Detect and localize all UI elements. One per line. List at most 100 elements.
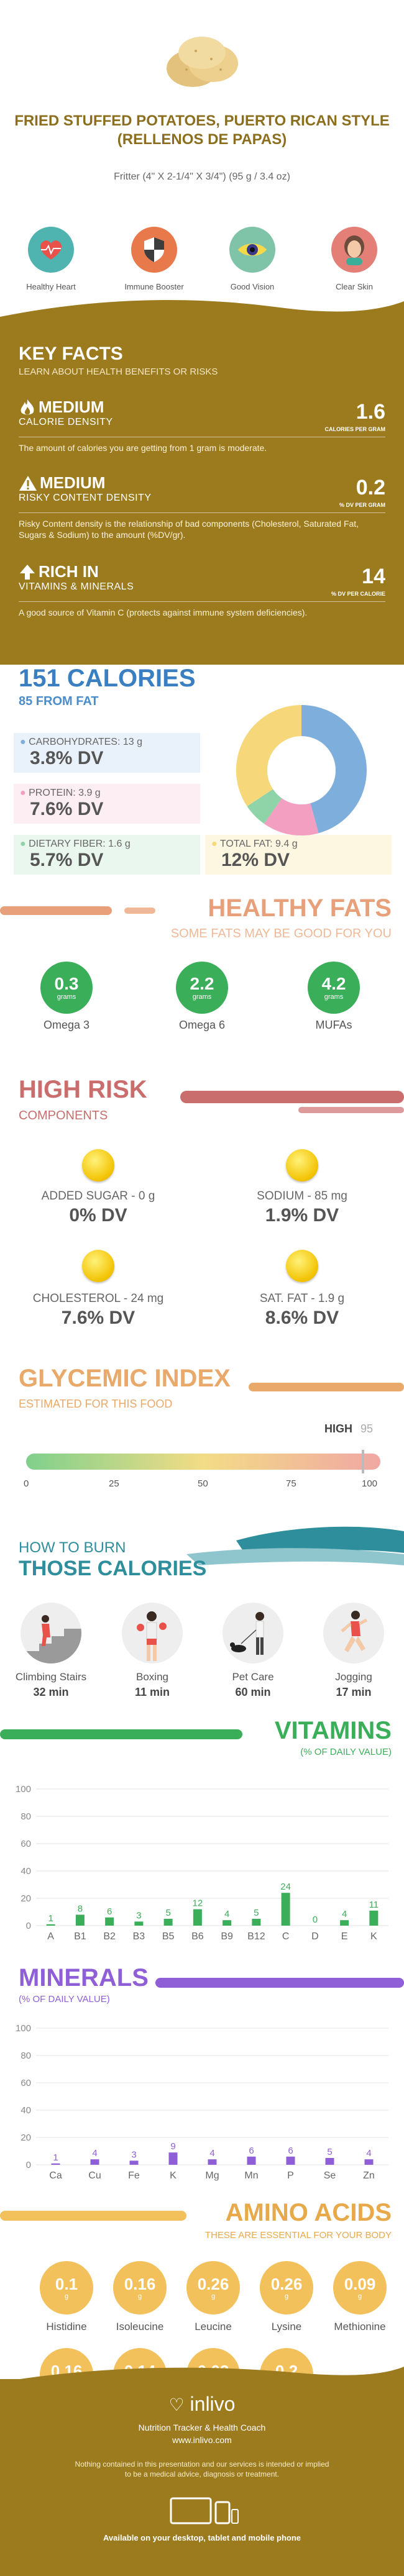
key-fact-unit: % DV PER GRAM: [339, 502, 385, 508]
omega6-value: 2.2: [190, 974, 214, 993]
benefit-label: Good Vision: [230, 282, 275, 291]
key-facts-panel: [0, 317, 404, 665]
footer-url[interactable]: www.inlivo.com: [172, 2435, 232, 2445]
mufa-value: 4.2: [321, 974, 346, 993]
jogging-icon: [323, 1603, 384, 1663]
footer-available: Available on your desktop, tablet and mo…: [103, 2533, 301, 2542]
flame-icon: [21, 399, 34, 414]
potato-image: [167, 37, 238, 87]
bar-Fe: [129, 2160, 139, 2165]
carbs-label: CARBOHYDRATES: 13 g: [29, 737, 142, 747]
bar-value-label: 4: [209, 2148, 214, 2159]
key-facts-subtitle: LEARN ABOUT HEALTH BENEFITS OR RISKS: [19, 366, 218, 377]
amino-value: 0.26: [197, 2275, 229, 2293]
x-category-label: B2: [103, 1931, 116, 1942]
bar-value-label: 4: [224, 1909, 229, 1919]
key-fact-name: RISKY CONTENT DENSITY: [19, 493, 152, 503]
healthy-fats-subtitle: SOME FATS MAY BE GOOD FOR YOU: [170, 927, 392, 940]
bar-C: [281, 1893, 290, 1926]
amino-subtitle: THESE ARE ESSENTIAL FOR YOUR BODY: [204, 2230, 392, 2241]
bar-Se: [325, 2158, 334, 2165]
fat-label: TOTAL FAT: 9.4 g: [219, 839, 298, 849]
bar-Ca: [51, 2163, 60, 2165]
y-tick-label: 40: [21, 2105, 31, 2116]
glycemic-tick: 50: [198, 1478, 208, 1489]
added-sugar-label: ADDED SUGAR - 0 g: [41, 1190, 155, 1203]
bar-A: [46, 1924, 55, 1926]
glycemic-marker: [361, 1450, 364, 1473]
y-tick-label: 60: [21, 1839, 31, 1849]
footer-brand[interactable]: ♡ inlivo: [0, 2393, 404, 2416]
carbs-dv: 3.8% DV: [30, 748, 104, 768]
sat-fat-dv: 8.6% DV: [265, 1308, 339, 1328]
bar-B9: [223, 1920, 232, 1926]
amino-label: Leucine: [195, 2321, 232, 2333]
x-category-label: B3: [133, 1931, 145, 1942]
bar-value-label: 11: [369, 1900, 379, 1910]
fat-dv: 12% DV: [221, 850, 290, 870]
bar-P: [286, 2156, 295, 2165]
bar-K: [369, 1910, 379, 1926]
y-tick-label: 0: [26, 2160, 31, 2170]
y-tick-label: 40: [21, 1866, 31, 1877]
shield-icon: [131, 227, 177, 273]
bullet-icon: ●: [20, 788, 29, 798]
activity-label: Pet Care: [232, 1671, 274, 1683]
bullet-icon: ●: [20, 839, 29, 849]
eye-icon: [229, 227, 275, 273]
glycemic-ticks: 0 25 50 75 100: [24, 1478, 380, 1491]
benefit-label: Clear Skin: [336, 282, 373, 291]
glycemic-subtitle: ESTIMATED FOR THIS FOOD: [19, 1398, 173, 1410]
activity-label: Boxing: [136, 1671, 168, 1683]
benefit-good-vision: Good Vision: [215, 227, 290, 292]
amino-unit: g: [64, 2293, 69, 2300]
y-tick-label: 20: [21, 1893, 31, 1904]
amino-title: AMINO ACIDS: [225, 2199, 392, 2226]
key-fact-value: 0.2: [356, 476, 385, 499]
mufa-bubble: 4.2 grams: [308, 962, 360, 1014]
minerals-stripe: [155, 1978, 404, 1988]
bar-value-label: 1: [48, 1913, 53, 1924]
amino-value: 0.09: [344, 2275, 376, 2293]
bullet-icon: ●: [211, 839, 220, 849]
footer-tagline: Nutrition Tracker & Health Coach: [138, 2423, 266, 2433]
sodium-dv: 1.9% DV: [265, 1205, 339, 1226]
high-risk-stripe: [180, 1091, 404, 1113]
benefit-clear-skin: Clear Skin: [317, 227, 392, 292]
y-tick-label: 0: [26, 1921, 31, 1931]
activity-value: 17 min: [336, 1686, 372, 1698]
high-risk-title: HIGH RISK: [19, 1076, 147, 1103]
bar-Cu: [90, 2159, 99, 2165]
bar-E: [340, 1920, 349, 1926]
bar-Mn: [247, 2156, 256, 2165]
page-title: FRIED STUFFED POTATOES, PUERTO RICAN STY…: [14, 112, 390, 148]
activity-value: 11 min: [134, 1686, 170, 1698]
brand-name: inlivo: [190, 2393, 236, 2415]
x-category-label: Mg: [205, 2170, 219, 2181]
bar-value-label: 4: [366, 2148, 371, 2159]
key-facts-title: KEY FACTS: [19, 344, 123, 364]
burn-title-big: THOSE CALORIES: [19, 1557, 207, 1580]
x-category-label: A: [47, 1931, 54, 1942]
glycemic-title: GLYCEMIC INDEX: [19, 1365, 231, 1392]
x-category-label: P: [287, 2170, 294, 2181]
amino-label: Lysine: [271, 2321, 302, 2333]
heart-outline-icon: ♡: [168, 2395, 185, 2414]
added-sugar-dv: 0% DV: [69, 1205, 127, 1226]
bar-value-label: 24: [280, 1882, 291, 1892]
bar-value-label: 5: [165, 1908, 170, 1918]
fiber-box: ● DIETARY FIBER: 1.6 g 5.7% DV: [14, 835, 200, 875]
key-fact-level: RICH IN: [39, 562, 99, 581]
calories-title: 151 CALORIES: [19, 665, 196, 692]
divider: [19, 512, 385, 513]
x-category-label: B12: [247, 1931, 265, 1942]
glycemic-level: HIGH: [324, 1422, 352, 1435]
footer-disclaimer-1: Nothing contained in this presentation a…: [75, 2460, 329, 2469]
y-tick-label: 100: [16, 1784, 31, 1795]
amino-bubble: 0.26 g: [186, 2261, 240, 2314]
amino-unit: g: [284, 2293, 289, 2300]
x-category-label: B1: [74, 1931, 86, 1942]
key-fact-description: A good source of Vitamin C (protects aga…: [19, 608, 308, 617]
sat-fat-label: SAT. FAT - 1.9 g: [259, 1292, 345, 1305]
fiber-dv: 5.7% DV: [30, 850, 104, 870]
